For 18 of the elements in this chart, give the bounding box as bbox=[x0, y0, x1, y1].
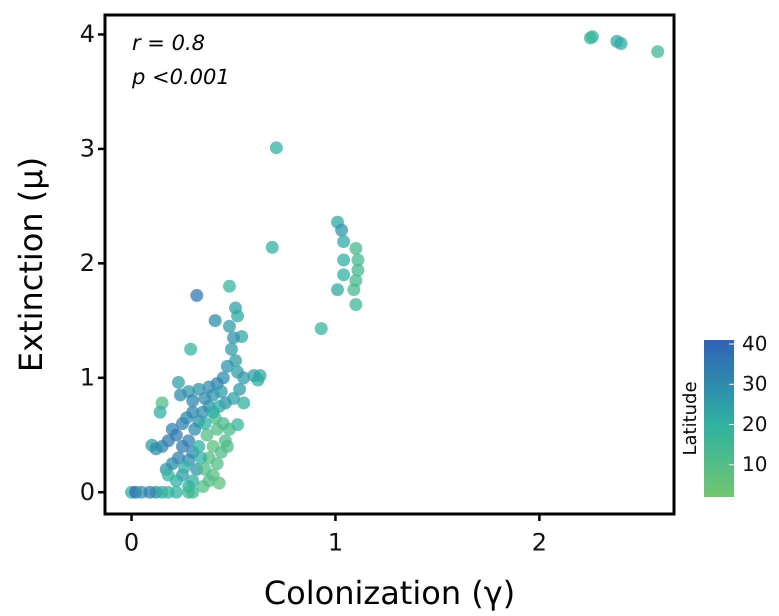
color-bar-label: 10 bbox=[742, 452, 768, 476]
color-bar-label: 40 bbox=[742, 331, 768, 356]
y-tick-label: 2 bbox=[80, 249, 95, 278]
y-axis-title: Extinction (μ) bbox=[12, 156, 50, 372]
color-bar-title: Latitude bbox=[680, 381, 701, 456]
colorbar: 10 20 30 40 Latitude bbox=[680, 331, 768, 497]
x-tick-label: 2 bbox=[532, 528, 548, 556]
color-bar-label: 30 bbox=[742, 372, 768, 396]
y-tick-label: 3 bbox=[80, 134, 95, 163]
annotation: r = 0.8 bbox=[132, 31, 205, 55]
x-tick-label: 1 bbox=[328, 528, 344, 556]
y-tick-label: 4 bbox=[80, 20, 95, 48]
x-tick-label: 0 bbox=[124, 528, 140, 556]
y-tick-label: 1 bbox=[80, 363, 95, 392]
y-tick-label: 0 bbox=[80, 478, 95, 506]
x-axis-title: Colonization (γ) bbox=[264, 574, 516, 612]
annotation: p <0.001 bbox=[131, 65, 230, 89]
color-bar-label: 20 bbox=[742, 412, 768, 436]
